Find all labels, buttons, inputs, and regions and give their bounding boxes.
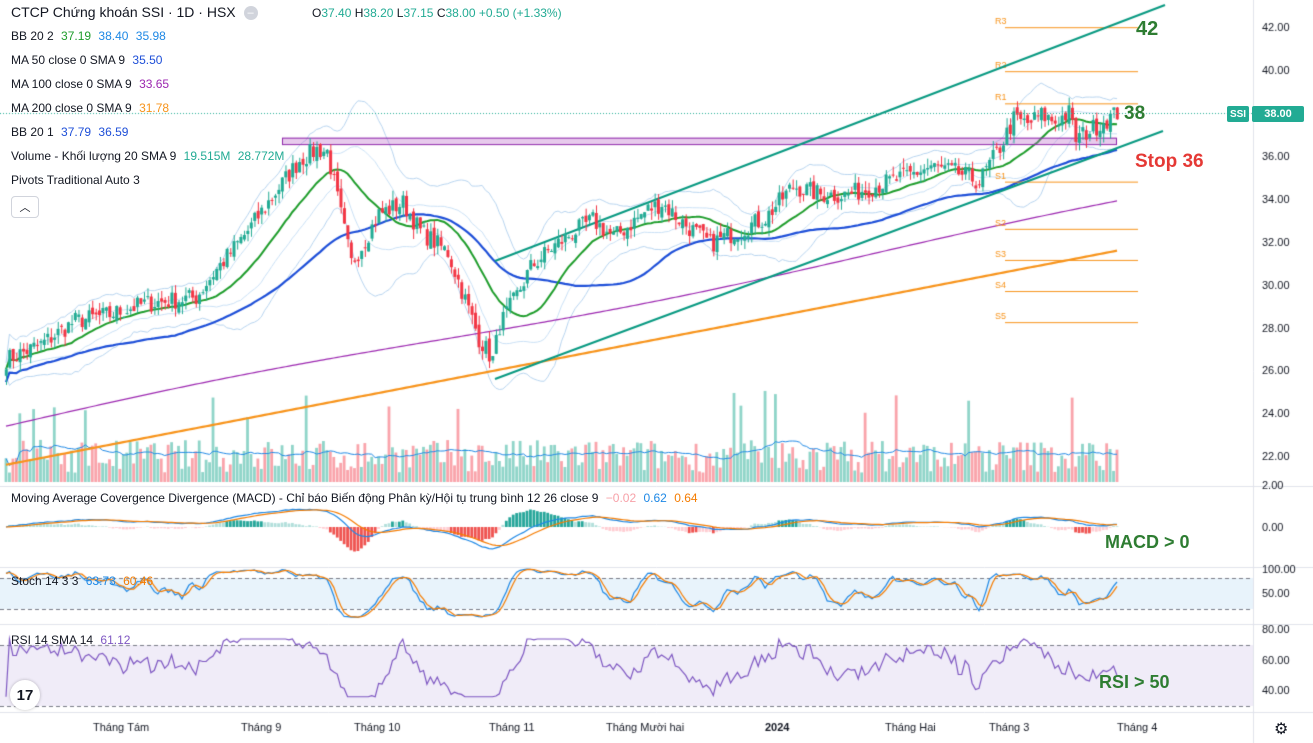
- legend-rsi[interactable]: RSI 14 SMA 14 61.12: [11, 633, 131, 647]
- symbol-title: CTCP Chứng khoán SSI · 1D · HSX: [11, 4, 236, 20]
- change-value: +0.50 (+1.33%): [478, 6, 562, 20]
- settings-gear-icon[interactable]: ⚙: [1274, 721, 1289, 738]
- chart-title: CTCP Chứng khoán SSI · 1D · HSX –: [11, 4, 262, 21]
- legend-bb2[interactable]: BB 20 2 37.19 38.40 35.98: [11, 29, 166, 43]
- annotation-42: 42: [1136, 18, 1159, 40]
- collapse-indicators-button[interactable]: ︿: [11, 196, 39, 218]
- legend-ma100[interactable]: MA 100 close 0 SMA 9 33.65: [11, 77, 170, 91]
- collapse-legend-icon[interactable]: –: [243, 6, 258, 21]
- annotation-38: 38: [1124, 103, 1146, 124]
- legend-bb1[interactable]: BB 20 1 37.79 36.59: [11, 125, 129, 139]
- annotation-rsi: RSI > 50: [1099, 672, 1170, 692]
- legend-ma50[interactable]: MA 50 close 0 SMA 9 35.50: [11, 53, 163, 67]
- annotation-stop: Stop 36: [1135, 151, 1204, 172]
- symbol-tag: SSI: [1227, 106, 1249, 122]
- legend-macd[interactable]: Moving Average Covergence Divergence (MA…: [11, 491, 698, 505]
- last-price-tag: 38.00: [1252, 106, 1304, 122]
- high-value: 38.20: [363, 6, 394, 20]
- close-value: 38.00: [445, 6, 476, 20]
- tradingview-logo[interactable]: 17: [10, 680, 40, 710]
- open-value: 37.40: [321, 6, 352, 20]
- legend-volume[interactable]: Volume - Khối lượng 20 SMA 9 19.515M 28.…: [11, 149, 285, 163]
- chevron-up-icon: ︿: [19, 202, 31, 214]
- low-value: 37.15: [403, 6, 434, 20]
- ohlc-values: O37.40 H38.20 L37.15 C38.00 +0.50 (+1.33…: [312, 6, 562, 20]
- annotation-macd: MACD > 0: [1105, 532, 1190, 552]
- legend-stoch[interactable]: Stoch 14 3 3 63.73 60.46: [11, 574, 154, 588]
- legend-ma200[interactable]: MA 200 close 0 SMA 9 31.78: [11, 101, 170, 115]
- legend-pivots[interactable]: Pivots Traditional Auto 3: [11, 173, 140, 187]
